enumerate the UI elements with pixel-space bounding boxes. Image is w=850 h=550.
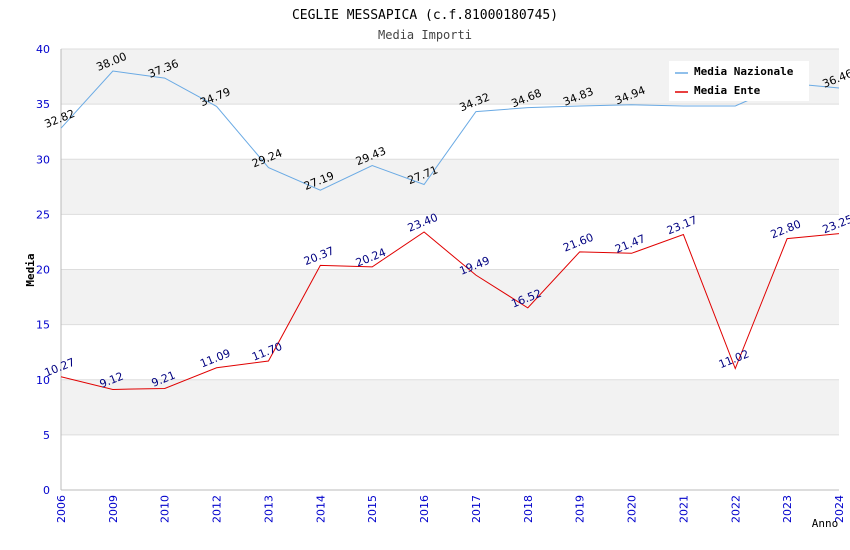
data-label-ente: 21.60 [561,231,595,255]
legend-box [669,61,809,101]
data-label-ente: 21.47 [613,232,647,256]
data-label-ente: 23.17 [665,213,699,237]
x-tick-label: 2021 [677,495,690,523]
x-tick-label: 2024 [833,495,846,523]
y-tick-label: 20 [36,264,50,277]
x-tick-label: 2006 [55,495,68,523]
y-tick-label: 15 [36,319,50,332]
x-tick-label: 2019 [574,495,587,523]
x-tick-label: 2023 [781,495,794,523]
chart-title: CEGLIE MESSAPICA (c.f.81000180745) [292,8,558,23]
y-tick-label: 40 [36,43,50,56]
x-tick-label: 2018 [522,495,535,523]
y-tick-label: 25 [36,208,50,221]
y-axis-title: Media [24,253,37,286]
y-tick-label: 30 [36,153,50,166]
y-tick-label: 35 [36,98,50,111]
x-tick-label: 2017 [470,495,483,523]
x-tick-label: 2009 [107,495,120,523]
x-tick-label: 2012 [211,495,224,523]
x-axis-title: Anno [812,517,839,530]
data-label-ente: 23.25 [821,212,850,236]
x-ticks: 2006 2009 2010 2012 2013 2014 2015 2016 2017 2018… [55,495,846,523]
data-label-ente: 11.02 [717,347,751,371]
legend: Media Nazionale Media Ente [669,61,809,101]
x-tick-label: 2022 [729,495,742,523]
x-tick-label: 2020 [626,495,639,523]
y-tick-label: 5 [43,429,50,442]
chart-subtitle: Media Importi [378,28,472,42]
series-line-media-ente [60,231,840,390]
data-label-ente: 10.27 [43,356,77,380]
y-ticks: 0 5 10 15 20 25 30 35 40 [36,43,50,497]
y-tick-label: 10 [36,374,50,387]
data-label-ente: 20.24 [354,246,388,270]
series-line-media-nazionale [60,70,840,191]
x-tick-label: 2016 [418,495,431,523]
grid-band [61,269,839,325]
x-tick-label: 2014 [314,495,327,523]
legend-label-nazionale: Media Nazionale [694,65,794,78]
grid-band [61,159,839,215]
series-layer [60,70,840,390]
data-label-ente: 11.70 [250,340,284,364]
legend-label-ente: Media Ente [694,84,761,97]
x-tick-label: 2015 [366,495,379,523]
y-tick-label: 0 [43,484,50,497]
grid-band [61,379,839,435]
data-label-ente: 20.37 [302,244,336,268]
grid-bands [61,48,839,491]
x-tick-label: 2010 [159,495,172,523]
x-tick-label: 2013 [262,495,275,523]
